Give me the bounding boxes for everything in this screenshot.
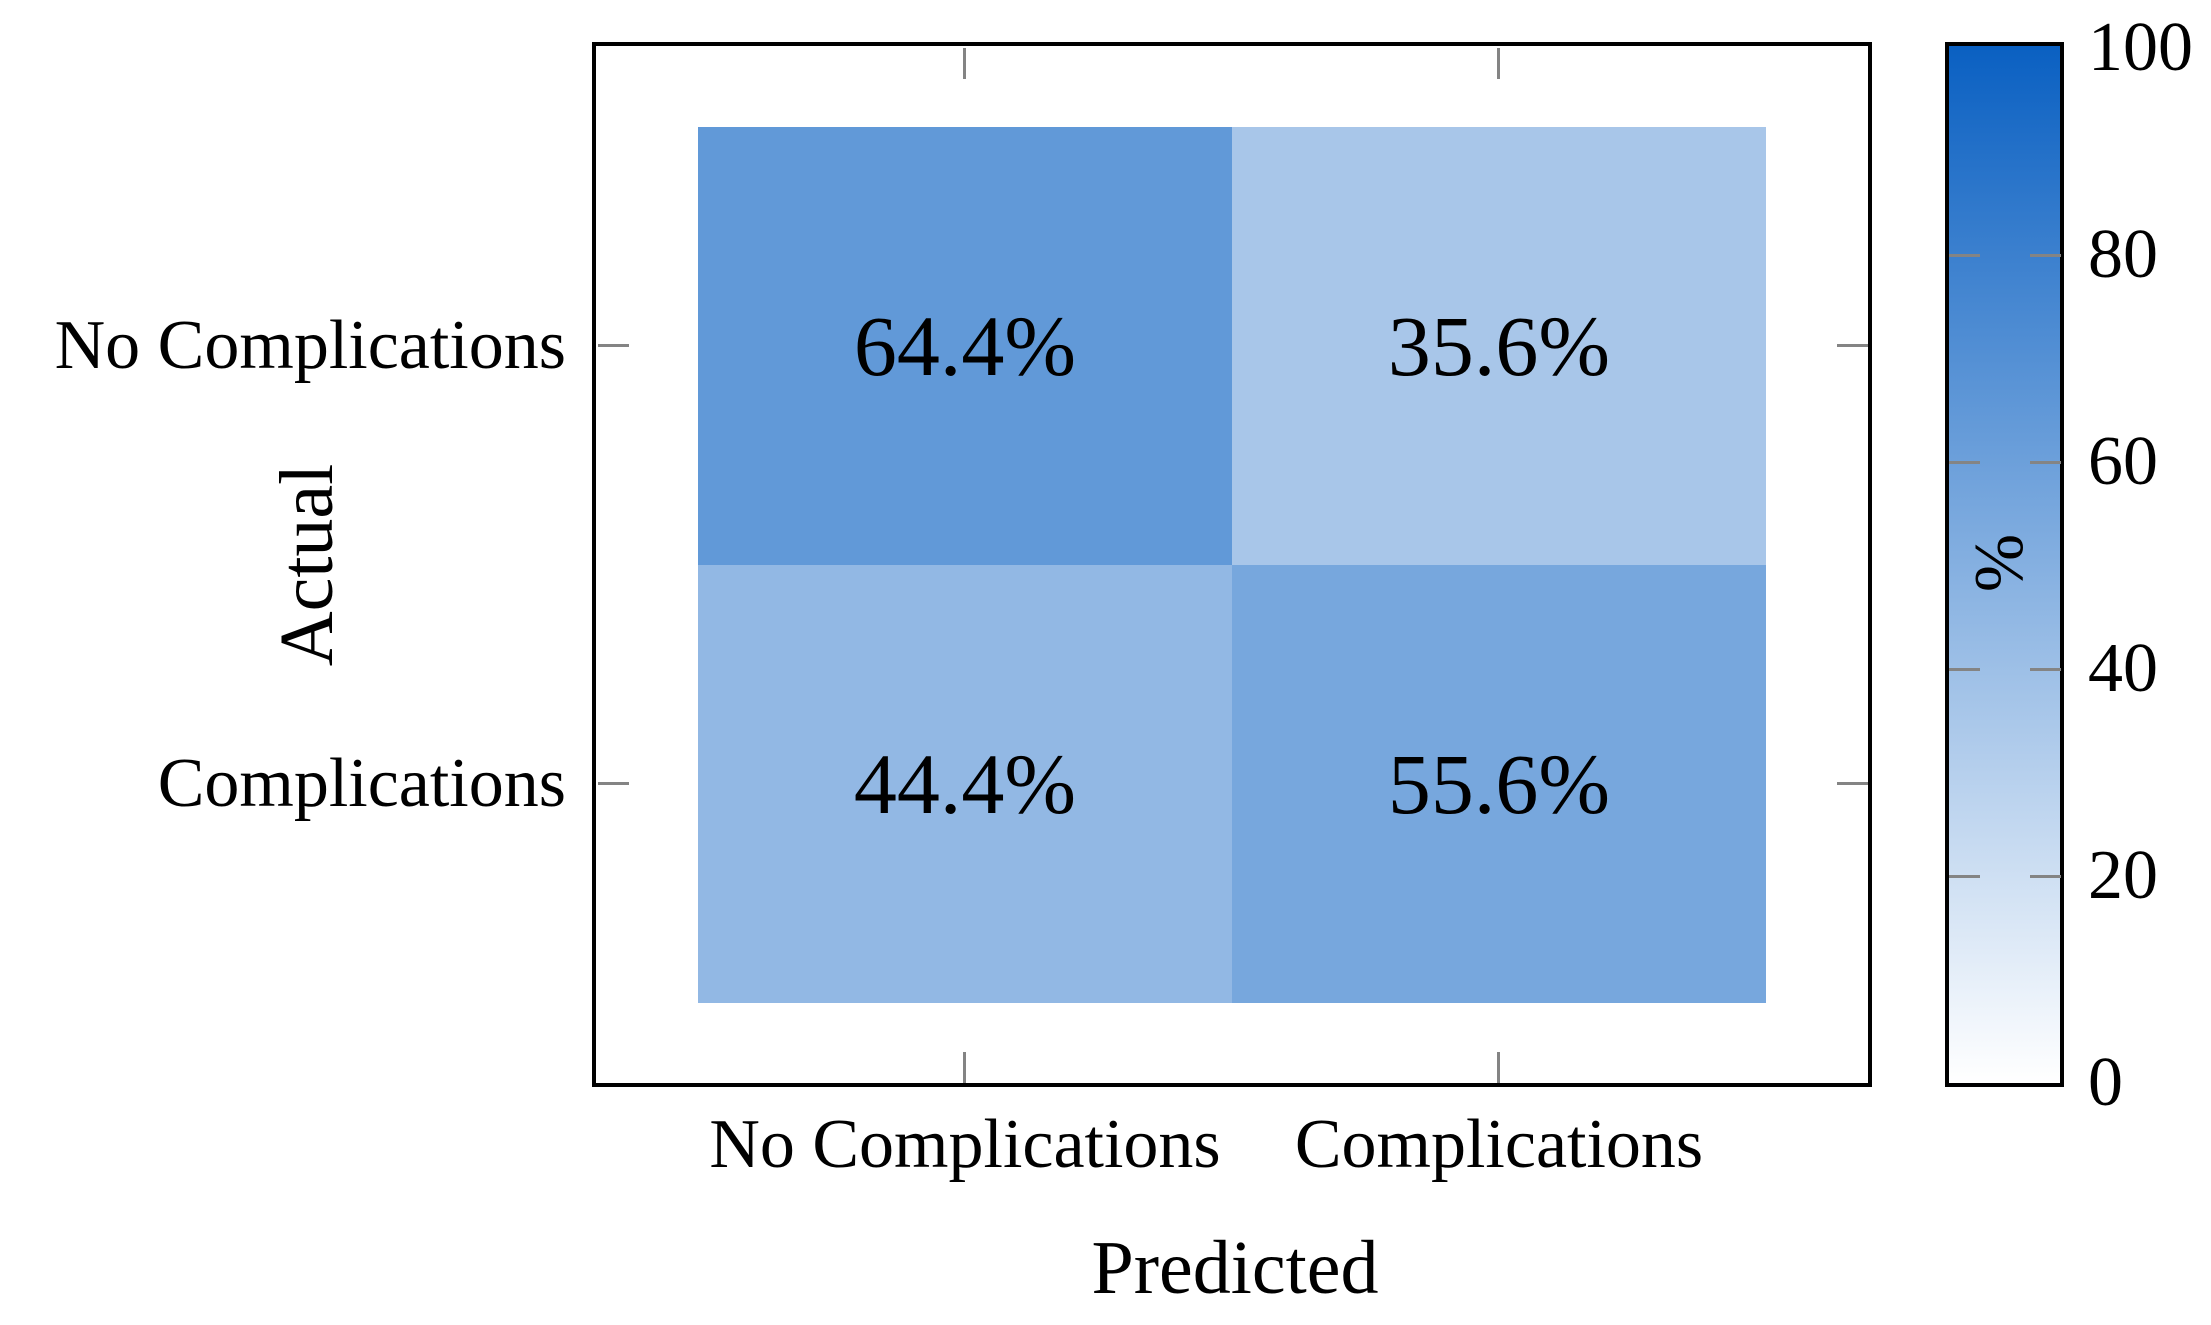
y-tick-label-complications: Complications <box>157 745 566 822</box>
heatmap-cell-actual-no-pred-yes: 35.6% <box>1232 127 1766 565</box>
colorbar-axis-title: % <box>1961 533 2038 593</box>
tick-mark <box>1837 344 1868 347</box>
colorbar-tick-mark <box>2030 253 2061 257</box>
tick-mark <box>1837 782 1868 785</box>
heatmap-cell-actual-yes-pred-yes: 55.6% <box>1232 565 1766 1003</box>
heatmap: 64.4% 35.6% 44.4% 55.6% <box>698 127 1766 1003</box>
tick-mark <box>963 48 966 79</box>
tick-mark <box>598 782 629 785</box>
tick-mark <box>1497 48 1500 79</box>
colorbar-tick-mark <box>1949 874 1980 878</box>
colorbar-tick-mark <box>1949 667 1980 671</box>
colorbar-gradient <box>1945 42 2064 1087</box>
tick-mark <box>1497 1052 1500 1083</box>
colorbar-tick-mark <box>1949 460 1980 464</box>
colorbar-tick-mark <box>2030 460 2061 464</box>
colorbar-tick-mark <box>2030 874 2061 878</box>
x-tick-label-complications: Complications <box>1294 1106 1704 1183</box>
colorbar-tick-mark <box>1949 253 1980 257</box>
colorbar-tick-label: 100 <box>2088 9 2193 86</box>
heatmap-cell-actual-yes-pred-no: 44.4% <box>698 565 1232 1003</box>
colorbar-tick-mark <box>2030 667 2061 671</box>
colorbar-tick-label: 20 <box>2088 837 2158 914</box>
y-tick-label-no-complications: No Complications <box>54 307 566 384</box>
x-tick-label-no-complications: No Complications <box>709 1106 1221 1183</box>
colorbar-tick-label: 40 <box>2088 630 2158 707</box>
tick-mark <box>598 344 629 347</box>
colorbar-tick-label: 80 <box>2088 216 2158 293</box>
tick-mark <box>963 1052 966 1083</box>
heatmap-cell-actual-no-pred-no: 64.4% <box>698 127 1232 565</box>
colorbar-tick-label: 60 <box>2088 423 2158 500</box>
y-axis-title: Actual <box>265 463 349 667</box>
x-axis-title: Predicted <box>1091 1226 1379 1310</box>
colorbar-tick-label: 0 <box>2088 1044 2123 1121</box>
